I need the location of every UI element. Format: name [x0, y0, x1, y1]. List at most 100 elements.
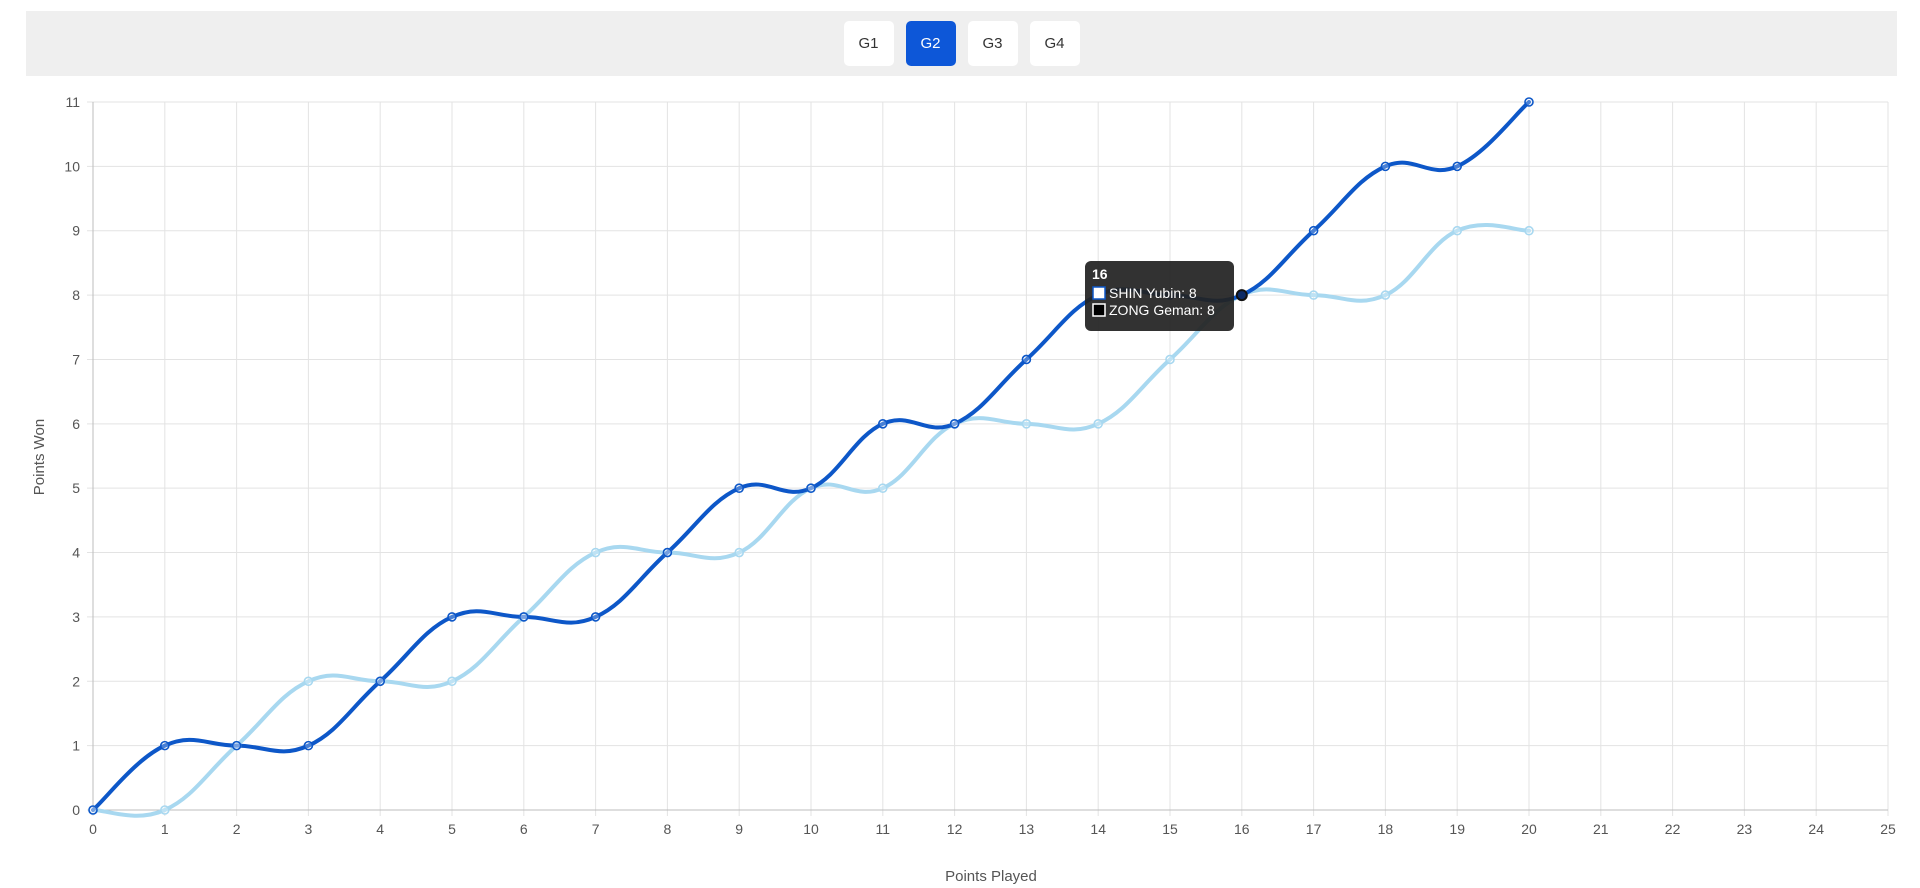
data-point-shin-yubin: [231, 740, 242, 751]
x-tick-label: 4: [376, 821, 384, 837]
game-tab-g4[interactable]: G4: [1029, 21, 1080, 66]
data-point-shin-yubin: [375, 676, 386, 687]
x-tick-label: 14: [1090, 821, 1106, 837]
x-tick-label: 11: [876, 821, 891, 837]
data-point-shin-yubin: [662, 547, 673, 558]
game-tab-g1[interactable]: G1: [843, 21, 894, 66]
data-point-zong-geman: [1524, 225, 1534, 236]
x-tick-label: 8: [664, 821, 672, 837]
tooltip-title: 16: [1092, 266, 1108, 282]
y-tick-label: 9: [72, 223, 80, 239]
data-point-shin-yubin: [88, 805, 98, 815]
game-tab-g3[interactable]: G3: [967, 21, 1018, 66]
data-point-shin-yubin: [877, 419, 888, 429]
data-point-zong-geman: [1093, 419, 1103, 429]
data-point-shin-yubin: [303, 740, 314, 751]
data-point-zong-geman: [877, 483, 888, 493]
x-tick-label: 24: [1808, 821, 1824, 837]
x-tick-label: 12: [947, 821, 963, 837]
data-point-shin-yubin: [1021, 354, 1032, 365]
data-point-zong-geman: [806, 483, 816, 493]
data-point-shin-yubin: [1308, 225, 1319, 236]
data-point-shin-yubin: [806, 483, 816, 493]
data-point-zong-geman: [662, 547, 673, 558]
data-point-zong-geman: [447, 676, 457, 687]
data-point-zong-geman: [88, 805, 98, 815]
x-axis-label: Points Played: [945, 868, 1037, 885]
data-point-zong-geman: [1380, 290, 1391, 300]
tooltip-swatch: [1092, 286, 1106, 300]
data-point-zong-geman: [590, 547, 601, 558]
data-point-zong-geman: [518, 612, 529, 622]
series-line-zong-geman: [91, 223, 1531, 818]
data-point-shin-yubin: [949, 419, 960, 429]
tooltip-box: [1085, 261, 1234, 331]
data-point-shin-yubin: [447, 612, 457, 622]
x-tick-label: 9: [735, 821, 743, 837]
data-point-zong-geman: [375, 676, 386, 687]
x-tick-label: 10: [803, 821, 819, 837]
x-tick-label: 22: [1665, 821, 1681, 837]
data-point-shin-yubin: [1237, 290, 1247, 300]
tooltip-line: SHIN Yubin: 8: [1109, 285, 1197, 301]
x-tick-label: 18: [1378, 821, 1394, 837]
y-tick-label: 7: [72, 351, 80, 367]
y-tick-label: 4: [72, 545, 80, 561]
data-point-shin-yubin: [590, 612, 601, 622]
x-tick-label: 23: [1737, 821, 1753, 837]
data-point-zong-geman: [1308, 290, 1319, 300]
series-lines: [91, 100, 1531, 818]
axes: 0 1 2 3 4 5 6 7 8 9 10 11 12 13 14 15 16 17 18 19 20 21 22 23 24…: [64, 94, 1896, 837]
x-tick-label: 6: [520, 821, 528, 837]
series-line-shin-yubin: [91, 100, 1531, 812]
x-tick-label: 1: [161, 821, 169, 837]
y-tick-label: 0: [72, 802, 80, 818]
y-tick-label: 3: [72, 609, 80, 625]
data-point-zong-geman: [303, 676, 314, 687]
data-point-shin-yubin: [160, 740, 170, 751]
game-selector-bar: G1 G2 G3 G4: [26, 11, 1897, 76]
tooltip-swatch: [1092, 303, 1106, 317]
tooltip-line: ZONG Geman: 8: [1109, 302, 1215, 318]
y-tick-label: 8: [72, 287, 80, 303]
x-tick-label: 7: [592, 821, 600, 837]
x-tick-label: 21: [1593, 821, 1609, 837]
x-tick-label: 19: [1449, 821, 1465, 837]
y-tick-label: 11: [65, 94, 80, 110]
x-tick-label: 3: [305, 821, 313, 837]
y-tick-label: 10: [64, 158, 80, 174]
y-axis-label: Points Won: [31, 419, 48, 495]
data-point-zong-geman: [1165, 354, 1175, 365]
game-tab-g2[interactable]: G2: [905, 21, 956, 66]
y-tick-label: 5: [72, 480, 80, 496]
data-point-zong-geman: [1021, 419, 1032, 429]
data-point-shin-yubin: [518, 612, 529, 622]
x-tick-label: 20: [1521, 821, 1537, 837]
x-tick-label: 5: [448, 821, 456, 837]
data-points: [88, 97, 1534, 815]
data-point-shin-yubin: [1452, 161, 1462, 172]
data-point-zong-geman: [1237, 290, 1247, 300]
x-tick-label: 2: [233, 821, 241, 837]
x-tick-label: 15: [1162, 821, 1178, 837]
y-tick-label: 1: [72, 738, 80, 754]
grid-lines: [87, 101, 1889, 816]
data-point-zong-geman: [1452, 225, 1462, 236]
data-point-shin-yubin: [1093, 290, 1103, 300]
data-point-shin-yubin: [1524, 97, 1534, 107]
hovered-point: [1235, 289, 1248, 302]
y-tick-label: 2: [72, 673, 80, 689]
y-tick-label: 6: [72, 416, 80, 432]
x-tick-label: 17: [1306, 821, 1322, 837]
x-tick-label: 16: [1234, 821, 1250, 837]
data-point-zong-geman: [160, 805, 170, 815]
data-point-zong-geman: [734, 547, 745, 558]
data-point-shin-yubin: [1165, 290, 1175, 300]
x-tick-label: 0: [89, 821, 97, 837]
data-point-zong-geman: [949, 419, 960, 429]
x-tick-label: 13: [1019, 821, 1035, 837]
data-point-zong-geman: [231, 740, 242, 751]
